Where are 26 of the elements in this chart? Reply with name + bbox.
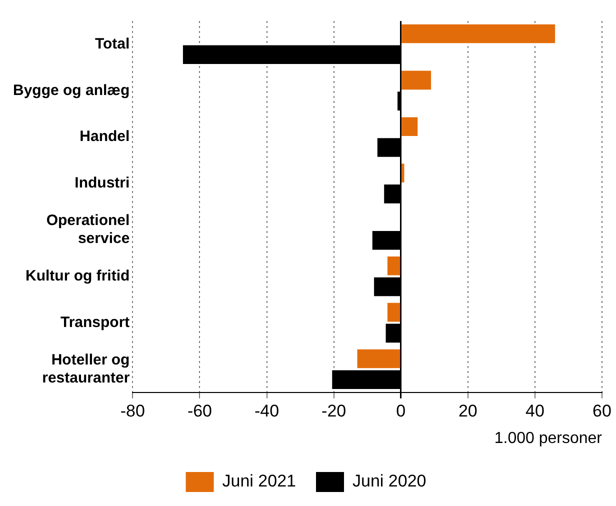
x-tick-label: 0 — [396, 401, 406, 420]
bar — [402, 164, 404, 182]
legend-label: Juni 2020 — [352, 472, 426, 491]
bar — [357, 349, 400, 368]
bar — [402, 24, 556, 44]
x-tick-label: -40 — [254, 401, 280, 420]
x-tick-label: 60 — [592, 401, 612, 420]
bar — [402, 70, 432, 90]
legend-label: Juni 2021 — [222, 472, 296, 491]
y-tick-label: Industri — [74, 174, 130, 192]
x-axis-title: 1.000 personer — [494, 430, 603, 447]
x-tick-label: -80 — [120, 401, 145, 420]
bar — [387, 256, 400, 276]
bar — [402, 117, 418, 136]
x-tick-label: -20 — [322, 401, 346, 420]
y-tick-label: Total — [94, 35, 130, 52]
y-tick-label: Handel — [80, 128, 130, 146]
y-tick-label: Transport — [60, 314, 130, 331]
y-tick-label: Bygge og anlæg — [12, 82, 130, 99]
y-tick-label: Operationel service — [46, 212, 130, 248]
x-tick-label: -60 — [187, 401, 212, 420]
x-tick-label: 40 — [525, 401, 544, 420]
y-tick-label: Hoteller og restauranter — [42, 351, 130, 386]
y-tick-label: Kultur og fritid — [26, 267, 130, 284]
x-tick-label: 20 — [458, 401, 478, 420]
bar — [387, 302, 400, 322]
